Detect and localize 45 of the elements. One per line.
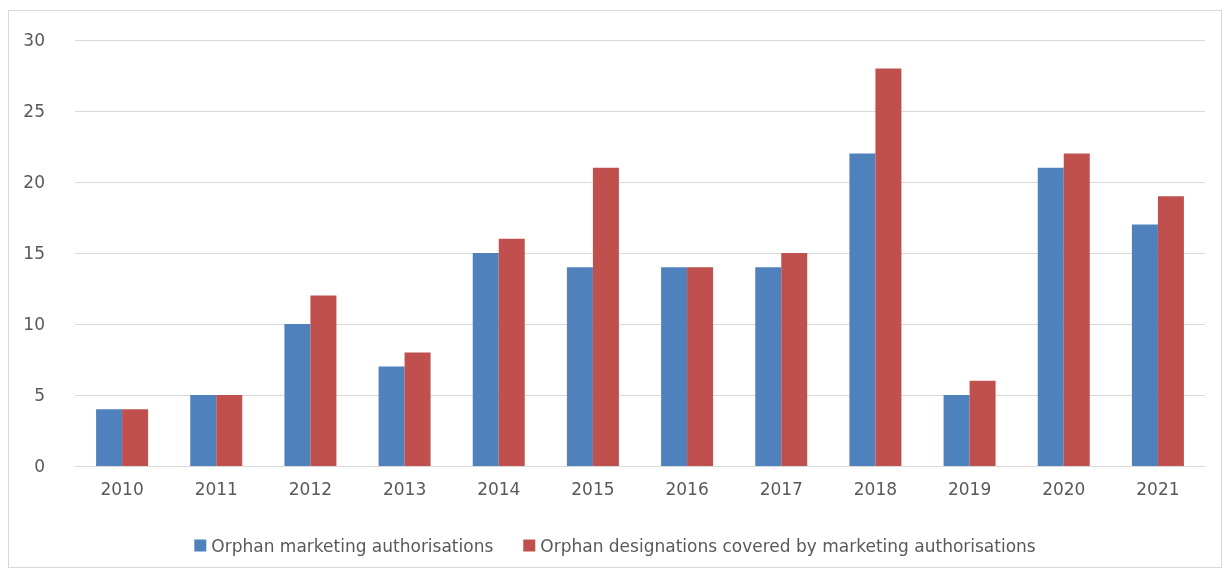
x-tick-label: 2011 <box>194 478 238 499</box>
bar <box>284 324 311 466</box>
x-tick-label: 2019 <box>947 478 992 499</box>
bar <box>1037 167 1064 466</box>
bar <box>498 238 525 466</box>
x-tick-label: 2016 <box>665 478 709 499</box>
legend-label: Orphan marketing authorisations <box>211 535 494 556</box>
bar <box>404 352 431 466</box>
legend-label: Orphan designations covered by marketing authorisations <box>540 535 1036 556</box>
bar <box>849 153 876 466</box>
x-tick-label: 2015 <box>571 478 615 499</box>
bar <box>310 295 337 466</box>
y-tick-label: 30 <box>23 30 45 50</box>
bar <box>755 267 782 466</box>
x-tick-label: 2020 <box>1042 478 1086 499</box>
x-tick-label: 2014 <box>477 478 521 499</box>
bar <box>122 409 149 466</box>
y-tick-label: 0 <box>34 456 45 476</box>
bar <box>661 267 688 466</box>
bar <box>566 267 593 466</box>
y-tick-label: 25 <box>23 101 45 121</box>
bar <box>378 366 405 466</box>
bar <box>216 395 243 466</box>
y-tick-label: 10 <box>23 314 45 334</box>
bar <box>969 380 996 466</box>
bar <box>190 395 217 466</box>
bar <box>592 167 619 466</box>
y-tick-label: 15 <box>23 243 45 263</box>
bar <box>875 68 902 466</box>
y-tick-label: 20 <box>23 172 45 192</box>
bar <box>1157 196 1184 466</box>
bar <box>687 267 714 466</box>
x-tick-label: 2017 <box>759 478 803 499</box>
bar <box>781 253 808 466</box>
x-tick-label: 2010 <box>100 478 144 499</box>
x-tick-label: 2021 <box>1136 478 1180 499</box>
bar <box>943 395 970 466</box>
bar <box>1063 153 1090 466</box>
bar <box>1131 224 1158 466</box>
y-tick-label: 5 <box>34 385 45 405</box>
x-tick-label: 2013 <box>382 478 427 499</box>
x-tick-label: 2012 <box>288 478 333 499</box>
x-tick-label: 2018 <box>853 478 898 499</box>
bar <box>472 253 499 466</box>
bar <box>96 409 123 466</box>
